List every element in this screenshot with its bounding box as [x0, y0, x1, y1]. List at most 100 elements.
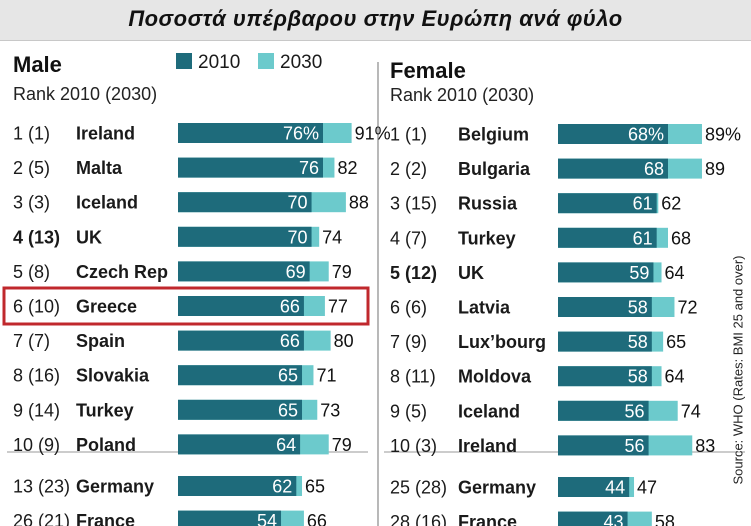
rank-label: 7 (7) — [13, 331, 50, 351]
rank-label: 9 (14) — [13, 400, 60, 420]
country-label: Bulgaria — [458, 159, 531, 179]
value-label-2010: 62 — [272, 477, 292, 497]
value-label-2010: 70 — [288, 227, 308, 247]
value-label-2010: 70 — [288, 193, 308, 213]
highlight-box — [2, 286, 370, 326]
value-label-2030: 62 — [661, 194, 681, 214]
value-label-2030: 66 — [307, 511, 327, 526]
country-label: Malta — [76, 158, 123, 178]
value-label-2030: 88 — [349, 193, 369, 213]
country-label: Belgium — [458, 125, 529, 145]
rank-label: 5 (8) — [13, 262, 50, 282]
country-label: Iceland — [76, 193, 138, 213]
value-label-2010: 76% — [283, 124, 319, 144]
bar-2010 — [178, 434, 301, 455]
value-label-2010: 58 — [628, 298, 648, 318]
value-label-2030: 64 — [665, 263, 685, 283]
bar-2010 — [558, 435, 649, 456]
bar-2010 — [558, 227, 657, 248]
bar-2010 — [178, 192, 312, 213]
value-label-2010: 58 — [628, 367, 648, 387]
bar-2010 — [178, 476, 297, 496]
rank-label: 2 (2) — [390, 159, 427, 179]
source-note: Source: WHO (Rates: BMI 25 and over) — [730, 255, 746, 485]
bar-2010 — [178, 261, 310, 282]
bar-2010 — [558, 477, 630, 497]
country-label: Moldova — [458, 367, 532, 387]
value-label-2030: 83 — [695, 436, 715, 456]
value-label-2030: 68 — [671, 228, 691, 248]
value-label-2030: 77 — [328, 297, 348, 317]
country-label: Russia — [458, 194, 518, 214]
bar-2010 — [178, 330, 304, 351]
rank-label: 7 (9) — [390, 332, 427, 352]
bar-2010 — [558, 511, 628, 526]
value-label-2010: 65 — [278, 400, 298, 420]
country-label: Lux’bourg — [458, 332, 546, 352]
value-label-2010: 56 — [625, 401, 645, 421]
value-label-2030: 82 — [337, 158, 357, 178]
bar-2010 — [178, 296, 304, 316]
rank-label: 9 (5) — [390, 401, 427, 421]
value-label-2030: 71 — [316, 366, 336, 386]
value-label-2030: 65 — [305, 477, 325, 497]
panel-title-female: Female — [390, 58, 466, 83]
value-label-2030: 58 — [655, 512, 675, 526]
chart-title: Ποσοστά υπέρβαρου στην Ευρώπη ανά φύλο — [128, 6, 623, 31]
value-label-2030: 74 — [322, 227, 342, 247]
rank-label: 6 (6) — [390, 298, 427, 318]
value-label-2010: 54 — [257, 511, 277, 526]
bar-2010 — [558, 124, 668, 144]
value-label-2010: 66 — [280, 297, 300, 317]
value-label-2010: 69 — [286, 262, 306, 282]
rank-label: 1 (1) — [13, 124, 50, 144]
value-label-2010: 44 — [605, 478, 625, 498]
value-label-2030: 47 — [637, 478, 657, 498]
value-label-2030: 74 — [681, 401, 701, 421]
title-bar: Ποσοστά υπέρβαρου στην Ευρώπη ανά φύλο — [0, 0, 751, 41]
value-label-2030: 65 — [666, 332, 686, 352]
panel-subtitle: Rank 2010 (2030) — [13, 84, 157, 104]
bar-2010 — [178, 399, 303, 420]
value-label-2010: 58 — [628, 332, 648, 352]
panel-subtitle: Rank 2010 (2030) — [390, 85, 534, 105]
rank-label: 2 (5) — [13, 158, 50, 178]
value-label-2010: 61 — [633, 194, 653, 214]
bar-2010 — [558, 297, 652, 317]
country-label: Germany — [458, 478, 536, 498]
value-label-2010: 68 — [644, 159, 664, 179]
value-label-2010: 61 — [633, 228, 653, 248]
value-label-2030: 79 — [332, 262, 352, 282]
country-label: Poland — [76, 435, 136, 455]
country-label: Ireland — [458, 436, 517, 456]
rank-label: 10 (3) — [390, 436, 437, 456]
value-label-2030: 73 — [320, 400, 340, 420]
rank-label: 26 (21) — [13, 511, 70, 526]
rank-label: 10 (9) — [13, 435, 60, 455]
rank-label: 5 (12) — [390, 263, 437, 283]
value-label-2030: 79 — [332, 435, 352, 455]
country-label: France — [458, 512, 517, 526]
value-label-2010: 43 — [604, 512, 624, 526]
country-label: Greece — [76, 297, 137, 317]
value-label-2010: 76 — [299, 158, 319, 178]
value-label-2030: 91% — [355, 124, 391, 144]
value-label-2010: 64 — [276, 435, 296, 455]
legend-label-2010: 2010 — [198, 52, 240, 73]
bar-2010 — [178, 123, 323, 143]
bar-2010 — [178, 157, 323, 178]
country-label: Turkey — [458, 228, 516, 248]
rank-label: 25 (28) — [390, 478, 447, 498]
panel-title-male: Male — [13, 52, 62, 77]
value-label-2030: 89% — [705, 125, 741, 145]
bar-2010 — [558, 158, 668, 179]
value-label-2030: 64 — [665, 367, 685, 387]
rank-label: 13 (23) — [13, 477, 70, 497]
bar-2010 — [178, 365, 303, 386]
country-label: Slovakia — [76, 366, 150, 386]
rank-label: 4 (13) — [13, 227, 60, 247]
country-label: Ireland — [76, 124, 135, 144]
rank-label: 4 (7) — [390, 228, 427, 248]
value-label-2010: 56 — [625, 436, 645, 456]
